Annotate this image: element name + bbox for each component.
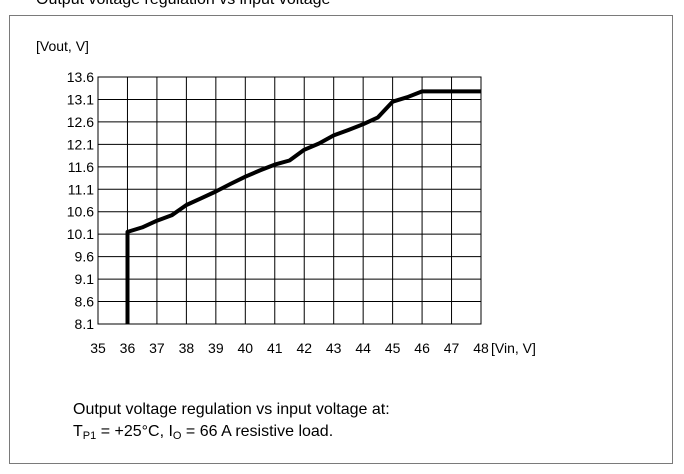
caption-tp-main: T [73, 423, 83, 440]
caption-tp-sub: P1 [82, 430, 97, 442]
x-tick-label: 41 [267, 340, 283, 356]
data-series-line [125, 89, 481, 324]
y-tick-labels: 13.6 13.1 12.6 12.1 11.6 11.1 10.6 10.1 9.6 9.1 8.… [67, 69, 94, 332]
x-tick-label: 36 [120, 340, 136, 356]
x-tick-label: 47 [444, 340, 460, 356]
y-tick-label: 10.6 [67, 204, 94, 220]
x-tick-label: 38 [179, 340, 195, 356]
caption-tp-rest: = +25°C, I [96, 423, 173, 440]
y-tick-label: 11.1 [68, 181, 94, 197]
x-tick-label: 42 [296, 340, 312, 356]
y-axis-label: [Vout, V] [36, 38, 89, 54]
x-tick-label: 39 [208, 340, 224, 356]
y-tick-label: 12.1 [67, 136, 94, 152]
header-fragment: Output voltage regulation vs input volta… [36, 0, 330, 9]
x-tick-label: 43 [326, 340, 342, 356]
x-tick-label: 40 [238, 340, 254, 356]
y-tick-label: 13.1 [67, 91, 94, 107]
chart-frame [9, 15, 673, 464]
x-axis-label: [Vin, V] [491, 340, 536, 356]
caption-line-2: TP1 = +25°C, IO = 66 A resistive load. [73, 421, 390, 443]
y-tick-label: 9.6 [75, 249, 95, 265]
y-tick-label: 8.1 [75, 316, 95, 332]
caption-io-sub: O [172, 430, 182, 442]
y-tick-label: 12.6 [67, 114, 94, 130]
figure-caption: Output voltage regulation vs input volta… [73, 399, 390, 443]
x-tick-label: 44 [355, 340, 371, 356]
y-tick-label: 8.6 [75, 294, 95, 310]
y-tick-label: 11.6 [68, 159, 94, 175]
caption-io-rest: = 66 A resistive load. [181, 423, 334, 440]
y-tick-label: 10.1 [67, 226, 94, 242]
data-line-layer [125, 89, 481, 324]
plot-border [97, 76, 482, 325]
x-tick-labels: 35 36 37 38 39 40 41 42 43 44 45 46 47 48 [90, 340, 489, 356]
x-tick-label: 37 [149, 340, 165, 356]
y-tick-label: 9.1 [75, 271, 95, 287]
x-tick-label: 35 [90, 340, 106, 356]
x-tick-label: 48 [473, 340, 489, 356]
x-tick-label: 46 [414, 340, 430, 356]
y-tick-label: 13.6 [67, 69, 94, 85]
grid [97, 76, 482, 325]
x-tick-label: 45 [385, 340, 401, 356]
caption-line-1: Output voltage regulation vs input volta… [73, 401, 390, 418]
